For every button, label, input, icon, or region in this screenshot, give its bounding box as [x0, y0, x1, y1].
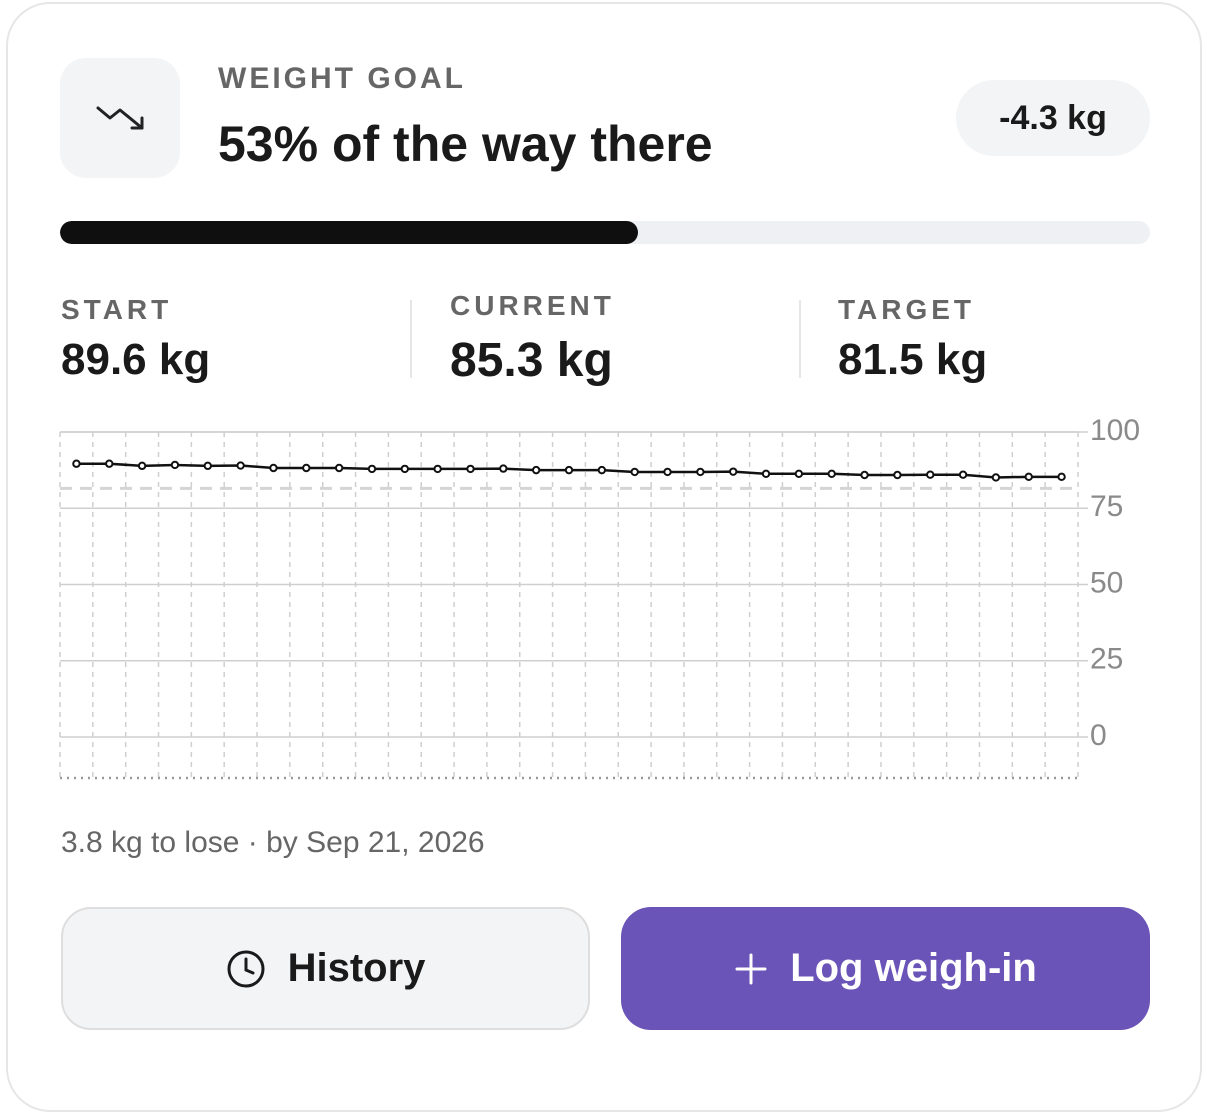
- y-tick-label: 0: [1090, 719, 1107, 752]
- weight-point: [630, 467, 639, 477]
- clock-icon: [227, 950, 265, 987]
- weight-point: [236, 461, 245, 470]
- progress-track: [60, 221, 1150, 244]
- trend-icon-box: [60, 58, 180, 178]
- trend-down-icon: [96, 106, 144, 130]
- plus-icon: [735, 953, 767, 984]
- weight-point: [728, 467, 738, 476]
- weight-point: [203, 461, 212, 471]
- weight-point: [1057, 472, 1066, 482]
- weight-point: [302, 463, 311, 473]
- weight-point: [597, 465, 607, 475]
- divider: [799, 300, 801, 378]
- weight-point: [466, 464, 475, 474]
- log-weigh-in-button[interactable]: Log weigh-in: [621, 907, 1150, 1030]
- footer-note: 3.8 kg to lose · by Sep 21, 2026: [61, 826, 485, 859]
- stat-label: CURRENT: [450, 290, 615, 321]
- goal-label: WEIGHT GOAL: [218, 62, 466, 95]
- weight-point: [269, 463, 278, 473]
- weight-point: [794, 469, 804, 478]
- stat-value: 81.5 kg: [838, 335, 988, 384]
- progress-fill: [60, 221, 638, 244]
- stat-value: 85.3 kg: [450, 334, 613, 387]
- weight-point: [926, 470, 935, 479]
- weight-point: [958, 470, 968, 479]
- weight-point: [893, 470, 902, 480]
- weight-point: [137, 461, 147, 471]
- weight-point: [531, 465, 541, 475]
- weight-point: [72, 459, 81, 468]
- weight-point: [499, 464, 508, 473]
- weight-point: [827, 469, 836, 478]
- weight-point: [400, 464, 410, 474]
- goal-title: 53% of the way there: [218, 116, 713, 172]
- weight-point: [663, 467, 672, 477]
- change-badge: -4.3 kg: [956, 80, 1150, 156]
- button-label: History: [287, 946, 426, 990]
- weight-point: [334, 463, 344, 473]
- weight-point: [991, 473, 1001, 482]
- weight-point: [761, 469, 771, 478]
- stat-label: TARGET: [838, 294, 976, 325]
- divider: [410, 300, 412, 378]
- weight-point: [696, 467, 705, 477]
- weight-point: [105, 459, 114, 468]
- weight-point: [1024, 472, 1033, 482]
- y-tick-label: 75: [1090, 490, 1123, 523]
- y-tick-label: 25: [1090, 643, 1123, 676]
- weight-point: [433, 464, 442, 474]
- stat-label: START: [61, 294, 173, 325]
- stat-value: 89.6 kg: [61, 335, 211, 384]
- y-tick-label: 100: [1090, 415, 1140, 447]
- weight-point: [564, 465, 574, 475]
- weight-point: [170, 460, 180, 470]
- history-button[interactable]: History: [61, 907, 590, 1030]
- y-tick-label: 50: [1090, 566, 1123, 599]
- weight-chart: 0 25 50 75 100: [59, 415, 1140, 780]
- weight-point: [860, 470, 869, 480]
- page: WEIGHT GOAL 53% of the way there -4.3 kg…: [6, 2, 1202, 1112]
- weight-point: [367, 464, 377, 474]
- button-label: Log weigh-in: [790, 946, 1037, 990]
